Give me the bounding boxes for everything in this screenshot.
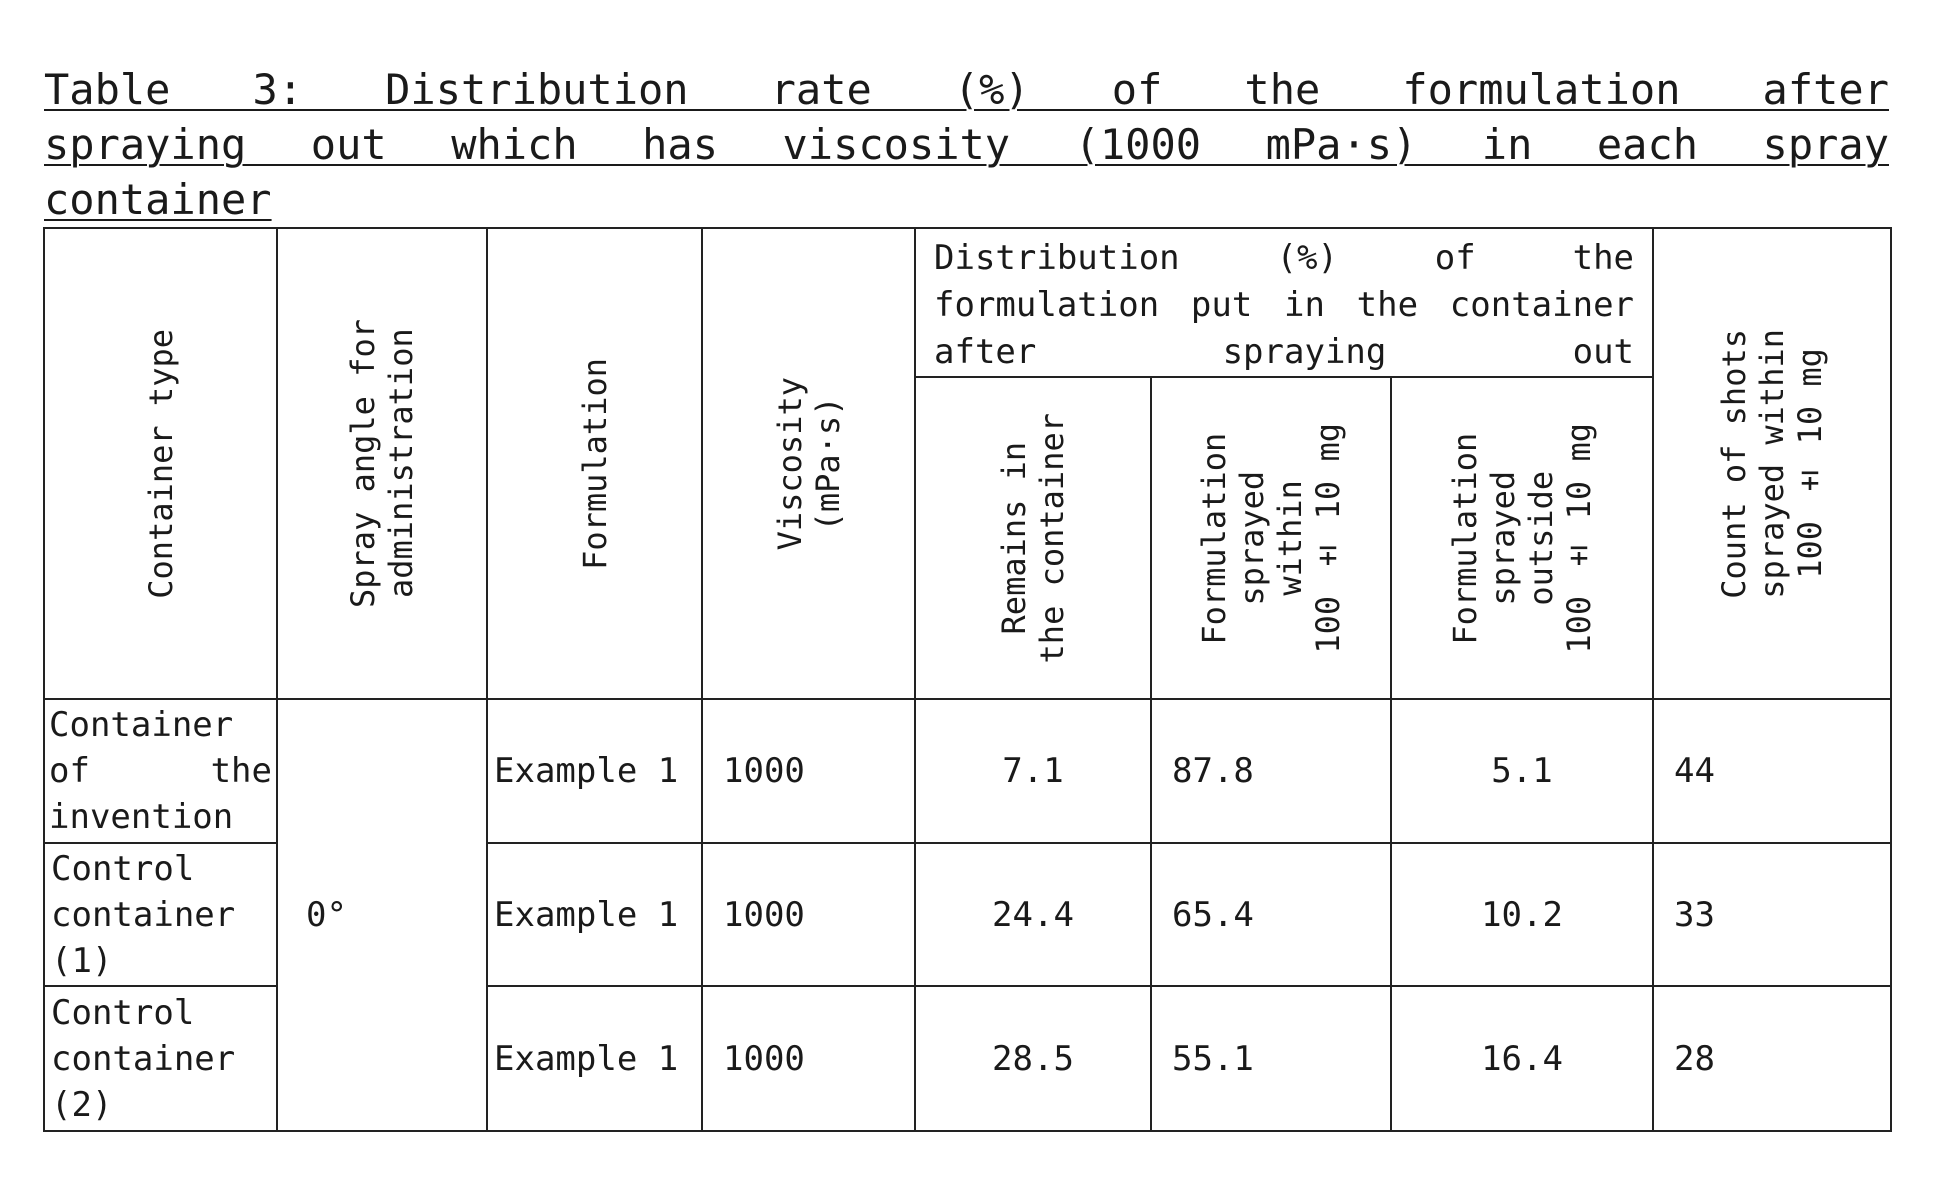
distribution-table: Container type Spray angle for administr…: [43, 227, 1893, 1132]
cell-remains: 24.4: [914, 842, 1152, 987]
cell-viscosity: 1000: [701, 985, 916, 1132]
table-row: Control container (2) Example 1 1000 28.…: [43, 985, 1893, 1132]
cell-sprayed-within: 55.1: [1150, 985, 1392, 1132]
header-viscosity: Viscosity (mPa·s): [701, 227, 916, 700]
cell-viscosity: 1000: [701, 842, 916, 987]
header-distribution-group: Distribution (%) of the formulation put …: [913, 227, 1655, 378]
cell-formulation: Example 1: [486, 698, 703, 844]
table-row: Control container (1) Example 1 1000 24.…: [43, 842, 1893, 987]
header-remains: Remains in the container: [914, 376, 1152, 700]
cell-container: Control container (1): [43, 842, 278, 987]
cell-sprayed-within: 65.4: [1150, 842, 1392, 987]
table-row: Container of the invention 0° Example 1 …: [43, 698, 1893, 1132]
header-sprayed-within: Formulation sprayed within 100 ± 10 mg: [1150, 376, 1392, 700]
header-sprayed-outside: Formulation sprayed outside 100 ± 10 mg: [1389, 376, 1655, 700]
cell-spray-angle: 0°: [276, 698, 488, 1132]
cell-container: Container of the invention: [43, 698, 278, 844]
header-spray-angle: Spray angle for administration: [276, 227, 488, 700]
cell-formulation: Example 1: [486, 985, 703, 1132]
cell-remains: 7.1: [914, 698, 1152, 844]
header-container-type: Container type: [43, 227, 278, 700]
cell-count: 44: [1652, 698, 1893, 844]
cell-container: Control container (2): [43, 985, 278, 1132]
table-caption: Table 3: Distribution rate (%) of the fo…: [44, 62, 1889, 227]
cell-formulation: Example 1: [486, 842, 703, 987]
caption-line-2: spraying out which has viscosity (1000 m…: [44, 120, 1889, 169]
caption-line-3: container: [44, 175, 272, 224]
cell-sprayed-outside: 10.2: [1389, 842, 1655, 987]
cell-count: 33: [1652, 842, 1893, 987]
header-formulation: Formulation: [486, 227, 703, 700]
header-count-shots: Count of shots sprayed within 100 ± 10 m…: [1652, 227, 1893, 700]
caption-line-1: Table 3: Distribution rate (%) of the fo…: [44, 65, 1889, 114]
cell-sprayed-within: 87.8: [1150, 698, 1392, 844]
cell-sprayed-outside: 16.4: [1389, 985, 1655, 1132]
cell-count: 28: [1652, 985, 1893, 1132]
cell-sprayed-outside: 5.1: [1389, 698, 1655, 844]
cell-viscosity: 1000: [701, 698, 916, 844]
cell-remains: 28.5: [914, 985, 1152, 1132]
